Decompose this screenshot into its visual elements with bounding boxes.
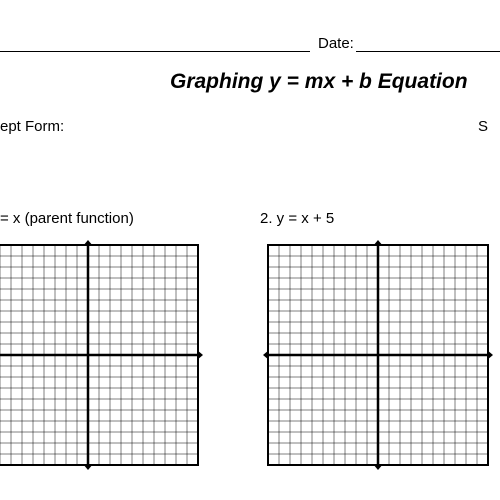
problem-1-label: = x (parent function) [0,210,230,227]
coordinate-grid [260,237,496,473]
problem-2: 2. y = x + 5 [260,210,490,473]
problem-2-grid [260,237,490,473]
name-underline [0,34,310,52]
left-form-label: ept Form: [0,118,64,135]
problem-1: = x (parent function) [0,210,230,473]
name-date-row: Date: [0,34,500,52]
date-underline [356,34,500,52]
problem-1-grid [0,237,230,473]
date-label: Date: [318,35,354,52]
problems-row: = x (parent function) 2. y = x + 5 [0,210,500,473]
right-form-label: S [478,118,488,135]
page-title: Graphing y = mx + b Equation [170,70,468,94]
coordinate-grid [0,237,206,473]
problem-2-label: 2. y = x + 5 [260,210,490,227]
